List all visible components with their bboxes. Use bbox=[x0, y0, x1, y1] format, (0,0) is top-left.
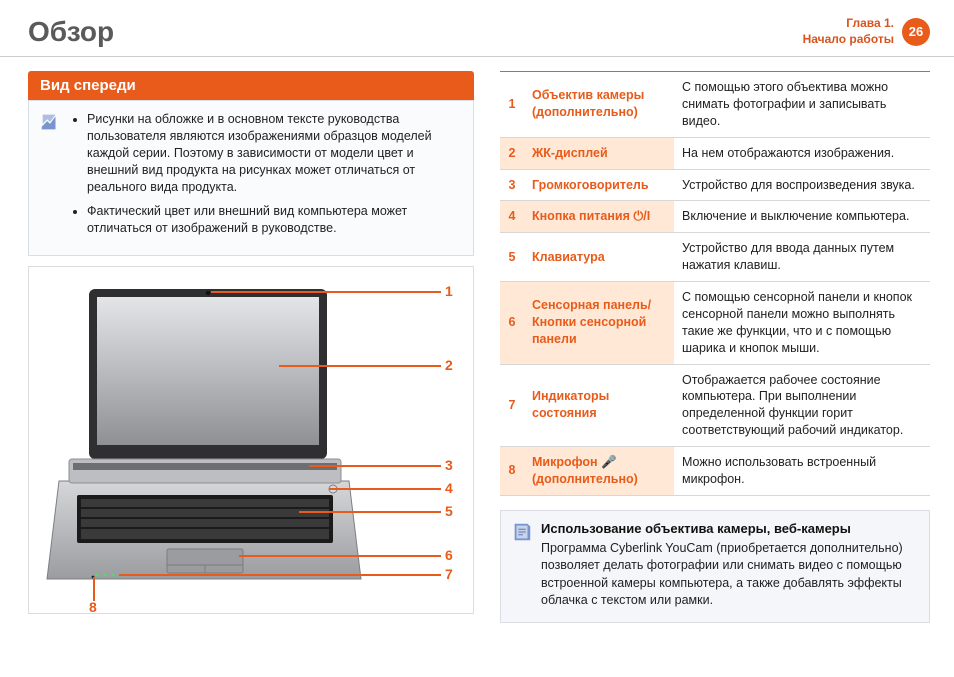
table-row: 5КлавиатураУстройство для ввода данных п… bbox=[500, 233, 930, 282]
part-name: Объектив камеры (дополнительно) bbox=[524, 72, 674, 138]
table-row: 1Объектив камеры (дополнительно)С помощь… bbox=[500, 72, 930, 138]
part-number: 5 bbox=[500, 233, 524, 282]
tip-icon bbox=[511, 521, 533, 610]
note-item: Фактический цвет или внешний вид компьют… bbox=[87, 203, 461, 237]
note-item: Рисунки на обложке и в основном тексте р… bbox=[87, 111, 461, 195]
part-name: Сенсорная панель/ Кнопки сенсорной панел… bbox=[524, 282, 674, 365]
part-description: С помощью сенсорной панели и кнопок сенс… bbox=[674, 282, 930, 365]
tip-title: Использование объектива камеры, веб-каме… bbox=[541, 521, 917, 536]
page-title: Обзор bbox=[28, 16, 114, 48]
part-name: Индикаторы состояния bbox=[524, 364, 674, 447]
tip-box: Использование объектива камеры, веб-каме… bbox=[500, 510, 930, 623]
part-description: С помощью этого объектива можно снимать … bbox=[674, 72, 930, 138]
breadcrumb: Глава 1. Начало работы 26 bbox=[803, 16, 930, 47]
part-name: Громкоговоритель bbox=[524, 169, 674, 201]
callout-2: 2 bbox=[445, 357, 453, 373]
parts-table: 1Объектив камеры (дополнительно)С помощь… bbox=[500, 71, 930, 496]
front-view-diagram: 1 2 3 4 5 6 7 8 bbox=[28, 266, 474, 614]
callout-4: 4 bbox=[445, 480, 453, 496]
part-description: Отображается рабочее состояние компьютер… bbox=[674, 364, 930, 447]
callout-5: 5 bbox=[445, 503, 453, 519]
table-row: 7Индикаторы состоянияОтображается рабоче… bbox=[500, 364, 930, 447]
part-name: Кнопка питания ⏻/I bbox=[524, 201, 674, 233]
laptop-illustration bbox=[39, 281, 369, 601]
table-row: 4Кнопка питания ⏻/IВключение и выключени… bbox=[500, 201, 930, 233]
part-description: На нем отображаются изображения. bbox=[674, 137, 930, 169]
part-description: Можно использовать встроенный микрофон. bbox=[674, 447, 930, 496]
part-name: Микрофон 🎤 (дополнительно) bbox=[524, 447, 674, 496]
note-icon bbox=[39, 111, 61, 245]
note-box: Рисунки на обложке и в основном тексте р… bbox=[28, 100, 474, 256]
callout-3: 3 bbox=[445, 457, 453, 473]
note-list: Рисунки на обложке и в основном тексте р… bbox=[69, 111, 461, 245]
callout-6: 6 bbox=[445, 547, 453, 563]
part-description: Включение и выключение компьютера. bbox=[674, 201, 930, 233]
table-row: 3ГромкоговорительУстройство для воспроиз… bbox=[500, 169, 930, 201]
part-number: 4 bbox=[500, 201, 524, 233]
part-description: Устройство для воспроизведения звука. bbox=[674, 169, 930, 201]
page-header: Обзор Глава 1. Начало работы 26 bbox=[0, 0, 954, 57]
part-name: ЖК-дисплей bbox=[524, 137, 674, 169]
chapter-label: Глава 1. Начало работы bbox=[803, 16, 894, 47]
part-name: Клавиатура bbox=[524, 233, 674, 282]
part-number: 7 bbox=[500, 364, 524, 447]
table-row: 6Сенсорная панель/ Кнопки сенсорной пане… bbox=[500, 282, 930, 365]
table-row: 2ЖК-дисплейНа нем отображаются изображен… bbox=[500, 137, 930, 169]
table-row: 8Микрофон 🎤 (дополнительно)Можно использ… bbox=[500, 447, 930, 496]
page-number-badge: 26 bbox=[902, 18, 930, 46]
part-description: Устройство для ввода данных путем нажати… bbox=[674, 233, 930, 282]
part-number: 8 bbox=[500, 447, 524, 496]
section-heading: Вид спереди bbox=[28, 71, 474, 100]
part-number: 6 bbox=[500, 282, 524, 365]
part-number: 3 bbox=[500, 169, 524, 201]
callout-7: 7 bbox=[445, 566, 453, 582]
part-number: 2 bbox=[500, 137, 524, 169]
tip-body: Программа Cyberlink YouCam (приобретаетс… bbox=[541, 540, 917, 610]
part-number: 1 bbox=[500, 72, 524, 138]
callout-8: 8 bbox=[89, 599, 97, 615]
callout-1: 1 bbox=[445, 283, 453, 299]
